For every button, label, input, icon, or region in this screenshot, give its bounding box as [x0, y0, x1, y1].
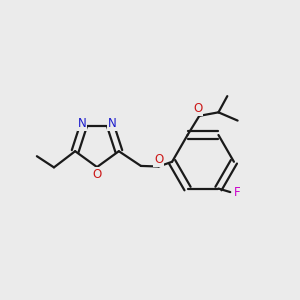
Text: F: F — [233, 186, 240, 199]
Text: O: O — [92, 168, 102, 181]
Text: N: N — [78, 117, 86, 130]
Text: O: O — [193, 102, 203, 115]
Text: O: O — [154, 153, 163, 166]
Text: N: N — [108, 117, 116, 130]
